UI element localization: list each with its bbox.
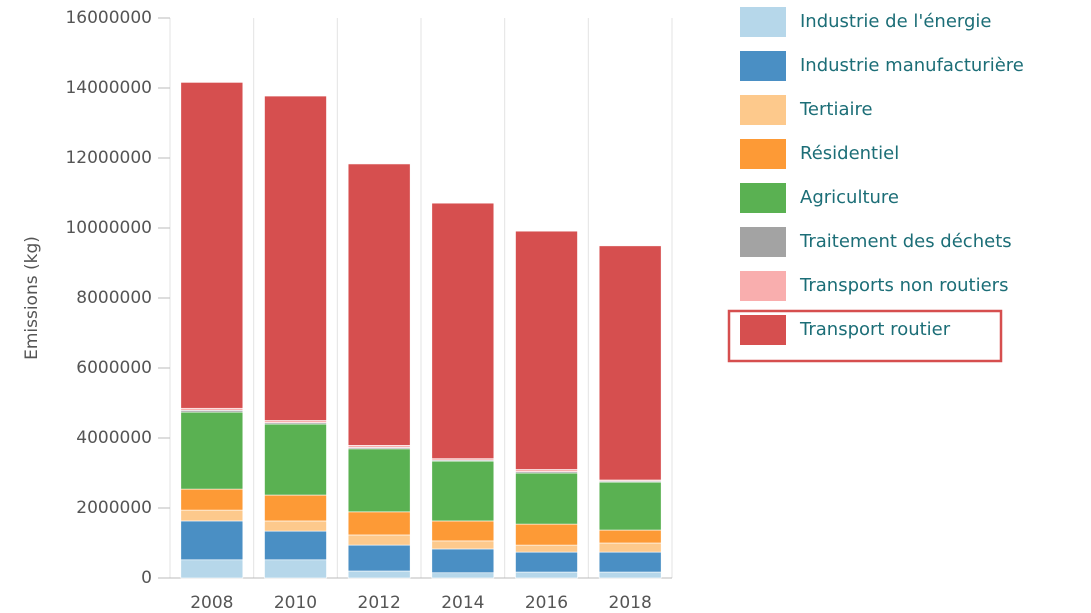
legend-swatch[interactable] <box>740 271 786 301</box>
legend-label[interactable]: Résidentiel <box>800 143 899 164</box>
bar-segment <box>515 551 578 573</box>
bar-segment <box>515 469 578 472</box>
bar-segment <box>264 420 327 423</box>
bar-segment <box>598 571 662 579</box>
x-tick-label: 2010 <box>274 593 317 613</box>
bar-segment <box>347 445 411 448</box>
bar-segment <box>598 529 662 544</box>
bar-segment <box>180 559 244 579</box>
y-tick-label: 2000000 <box>76 498 152 518</box>
y-tick-label: 14000000 <box>65 78 152 98</box>
bar-segment <box>515 523 578 546</box>
bar-segment <box>264 95 327 421</box>
legend-highlight <box>727 309 1003 363</box>
legend-swatch[interactable] <box>740 227 786 257</box>
y-tick-label: 8000000 <box>76 288 152 308</box>
bar-segment <box>180 407 244 411</box>
bar-segment <box>264 520 327 532</box>
legend-swatch[interactable] <box>740 315 786 345</box>
y-tick-label: 12000000 <box>65 148 152 168</box>
bar-segment <box>598 551 662 573</box>
bar-segment <box>598 245 662 481</box>
bar-segment <box>347 511 411 536</box>
legend-swatch[interactable] <box>740 183 786 213</box>
bar-segment <box>347 448 411 513</box>
bar-segment <box>431 460 495 522</box>
bar-segment <box>264 423 327 496</box>
legend-swatch[interactable] <box>740 51 786 81</box>
legend-label[interactable]: Transports non routiers <box>799 275 1008 296</box>
bar-segment <box>515 544 578 553</box>
bar-segment <box>598 542 662 553</box>
y-tick-label: 10000000 <box>65 218 152 238</box>
y-tick-label: 16000000 <box>65 8 152 28</box>
bar-segment <box>347 570 411 579</box>
legend-label[interactable]: Transport routier <box>799 319 951 340</box>
bar-segment <box>347 534 411 546</box>
legend-swatch[interactable] <box>740 139 786 169</box>
bar-segment <box>180 488 244 511</box>
x-tick-label: 2008 <box>190 593 233 613</box>
bar-segment <box>347 163 411 446</box>
bar-segment <box>431 520 495 542</box>
y-tick-label: 4000000 <box>76 428 152 448</box>
x-tick-label: 2018 <box>609 593 652 613</box>
legend-swatch[interactable] <box>740 7 786 37</box>
legend-label[interactable]: Agriculture <box>800 187 899 208</box>
bar-segment <box>264 530 327 561</box>
y-axis-label: Emissions (kg) <box>22 236 42 360</box>
bar-segment <box>515 472 578 525</box>
legend-swatch[interactable] <box>740 95 786 125</box>
bar-segment <box>515 230 578 470</box>
legend-label[interactable]: Tertiaire <box>799 99 873 120</box>
bar-segment <box>431 202 495 459</box>
bar-segment <box>264 559 327 579</box>
legend-label[interactable]: Industrie de l'énergie <box>800 11 992 32</box>
y-tick-label: 0 <box>141 568 152 588</box>
legend-label[interactable]: Industrie manufacturière <box>800 55 1024 76</box>
bar-segment <box>431 572 495 579</box>
y-tick-label: 6000000 <box>76 358 152 378</box>
legend-label[interactable]: Traitement des déchets <box>799 231 1012 252</box>
bar-segment <box>431 548 495 574</box>
bar-segment <box>180 520 244 561</box>
bar-segment <box>264 494 327 522</box>
bar-segment <box>515 571 578 579</box>
bar-segment <box>598 481 662 531</box>
x-tick-label: 2014 <box>441 593 484 613</box>
bar-segment <box>431 540 495 550</box>
x-tick-label: 2012 <box>358 593 401 613</box>
bar-segment <box>180 509 244 522</box>
bar-segment <box>347 544 411 572</box>
bar-segment <box>180 411 244 490</box>
x-tick-label: 2016 <box>525 593 568 613</box>
bar-segment <box>180 82 244 409</box>
